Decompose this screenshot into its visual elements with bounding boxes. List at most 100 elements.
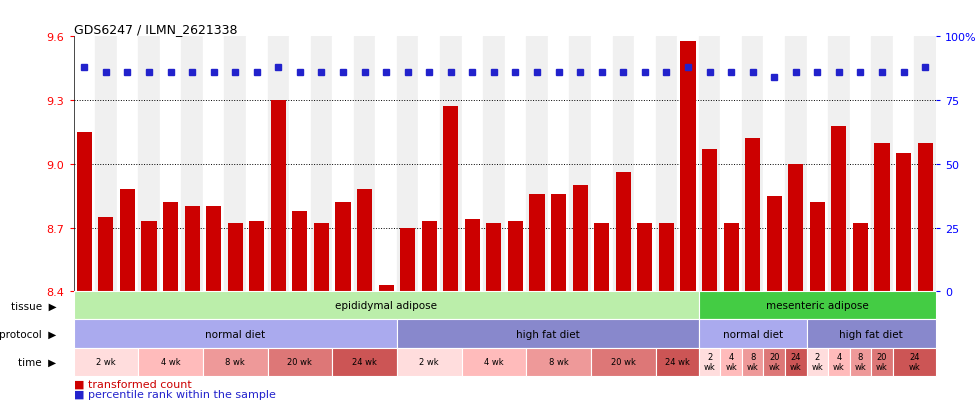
Text: 24 wk: 24 wk [664, 357, 690, 366]
Bar [400, 228, 416, 292]
Bar [141, 222, 157, 292]
Bar [74, 37, 95, 292]
Bar [421, 222, 437, 292]
Bar [74, 320, 397, 348]
Bar [874, 143, 890, 292]
Bar [874, 143, 890, 292]
Text: ■ percentile rank within the sample: ■ percentile rank within the sample [74, 389, 275, 399]
Bar [809, 202, 825, 292]
Bar [551, 194, 566, 292]
Bar [807, 320, 936, 348]
Bar [465, 219, 480, 292]
Bar [548, 37, 569, 292]
Bar [807, 348, 828, 376]
Bar [529, 194, 545, 292]
Bar [163, 202, 178, 292]
Text: 24
wk: 24 wk [908, 352, 920, 371]
Bar [203, 348, 268, 376]
Bar [788, 164, 804, 292]
Text: high fat diet: high fat diet [839, 329, 904, 339]
Bar [745, 139, 760, 292]
Bar [591, 348, 656, 376]
Text: 4 wk: 4 wk [161, 357, 180, 366]
Text: 2
wk: 2 wk [704, 352, 715, 371]
Bar [594, 224, 610, 292]
Bar [160, 37, 181, 292]
Bar [227, 224, 243, 292]
Bar [720, 37, 742, 292]
Bar [723, 224, 739, 292]
Bar [163, 202, 178, 292]
Bar [98, 217, 114, 292]
Bar [871, 37, 893, 292]
Bar [677, 37, 699, 292]
Bar [850, 37, 871, 292]
Bar [763, 348, 785, 376]
Bar [656, 348, 699, 376]
Text: epididymal adipose: epididymal adipose [335, 301, 437, 311]
Bar [572, 185, 588, 292]
Text: normal diet: normal diet [722, 329, 783, 339]
Text: time  ▶: time ▶ [18, 357, 56, 367]
Text: 20 wk: 20 wk [287, 357, 313, 366]
Bar [181, 37, 203, 292]
Bar [418, 37, 440, 292]
Bar [184, 207, 200, 292]
Bar [138, 37, 160, 292]
Bar [612, 37, 634, 292]
Text: protocol  ▶: protocol ▶ [0, 329, 56, 339]
Bar [766, 196, 782, 292]
Bar [742, 37, 763, 292]
Bar [249, 222, 265, 292]
Text: 20 wk: 20 wk [611, 357, 636, 366]
Bar [486, 224, 502, 292]
Bar [227, 224, 243, 292]
Text: 8 wk: 8 wk [549, 357, 568, 366]
Bar [526, 37, 548, 292]
Bar [809, 202, 825, 292]
Bar [270, 101, 286, 292]
Text: normal diet: normal diet [205, 329, 266, 339]
Bar [680, 41, 696, 292]
Bar [785, 37, 807, 292]
Bar [268, 37, 289, 292]
Bar [357, 190, 372, 292]
Bar [680, 41, 696, 292]
Bar [354, 37, 375, 292]
Bar [141, 222, 157, 292]
Bar [637, 224, 653, 292]
Bar [378, 285, 394, 292]
Bar [378, 285, 394, 292]
Bar [462, 348, 526, 376]
Bar [268, 348, 332, 376]
Bar [505, 37, 526, 292]
Bar [699, 37, 720, 292]
Bar [893, 37, 914, 292]
Bar [551, 194, 566, 292]
Bar [311, 37, 332, 292]
Bar [828, 348, 850, 376]
Bar [462, 37, 483, 292]
Bar [270, 101, 286, 292]
Text: 4
wk: 4 wk [833, 352, 845, 371]
Bar [702, 150, 717, 292]
Text: 8
wk: 8 wk [747, 352, 759, 371]
Bar [443, 107, 459, 292]
Bar [400, 228, 416, 292]
Bar [246, 37, 268, 292]
Bar [292, 211, 308, 292]
Bar [314, 224, 329, 292]
Bar [332, 37, 354, 292]
Bar [572, 185, 588, 292]
Bar [289, 37, 311, 292]
Bar [591, 37, 612, 292]
Text: 4 wk: 4 wk [484, 357, 504, 366]
Bar [831, 126, 847, 292]
Text: 20
wk: 20 wk [876, 352, 888, 371]
Bar [569, 37, 591, 292]
Bar [465, 219, 480, 292]
Bar [788, 164, 804, 292]
Text: GDS6247 / ILMN_2621338: GDS6247 / ILMN_2621338 [74, 23, 237, 36]
Bar [76, 133, 92, 292]
Bar [526, 348, 591, 376]
